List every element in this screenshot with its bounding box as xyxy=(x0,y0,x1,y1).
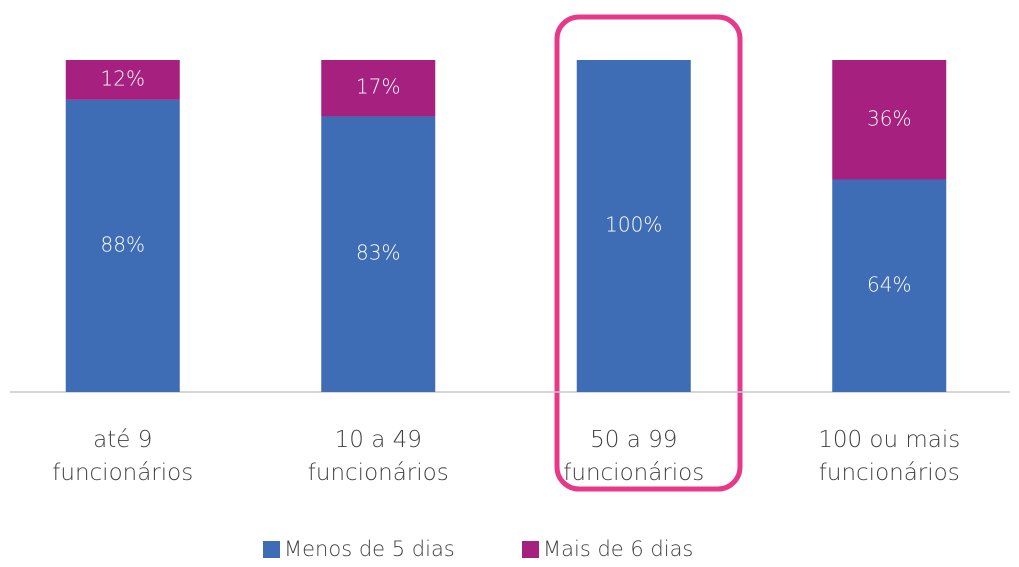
data-label: 12% xyxy=(101,66,145,90)
legend-swatch xyxy=(522,541,539,558)
data-label: 64% xyxy=(867,272,911,296)
data-label: 36% xyxy=(867,106,911,130)
bar-segment xyxy=(65,99,180,392)
x-tick-label: 50 a 99 funcionários xyxy=(563,427,704,486)
data-label: 83% xyxy=(356,241,400,265)
x-tick-label: até 9 funcionários xyxy=(52,427,193,486)
highlight-box xyxy=(554,14,743,492)
x-tick-label: 10 a 49 funcionários xyxy=(308,427,449,486)
bar-segment xyxy=(576,60,691,392)
bar-segment xyxy=(321,60,436,117)
bar-segment xyxy=(832,179,947,392)
legend-label: Menos de 5 dias xyxy=(284,537,455,561)
data-label: 100% xyxy=(605,213,662,237)
legend-label: Mais de 6 dias xyxy=(543,537,693,561)
legend-swatch xyxy=(263,541,280,558)
bar-segment xyxy=(321,116,436,392)
x-tick-label: 100 ou mais funcionários xyxy=(818,427,960,486)
data-label: 88% xyxy=(101,232,145,256)
data-label: 17% xyxy=(356,75,400,99)
bar-segment xyxy=(832,60,947,180)
bar-segment xyxy=(65,60,180,100)
